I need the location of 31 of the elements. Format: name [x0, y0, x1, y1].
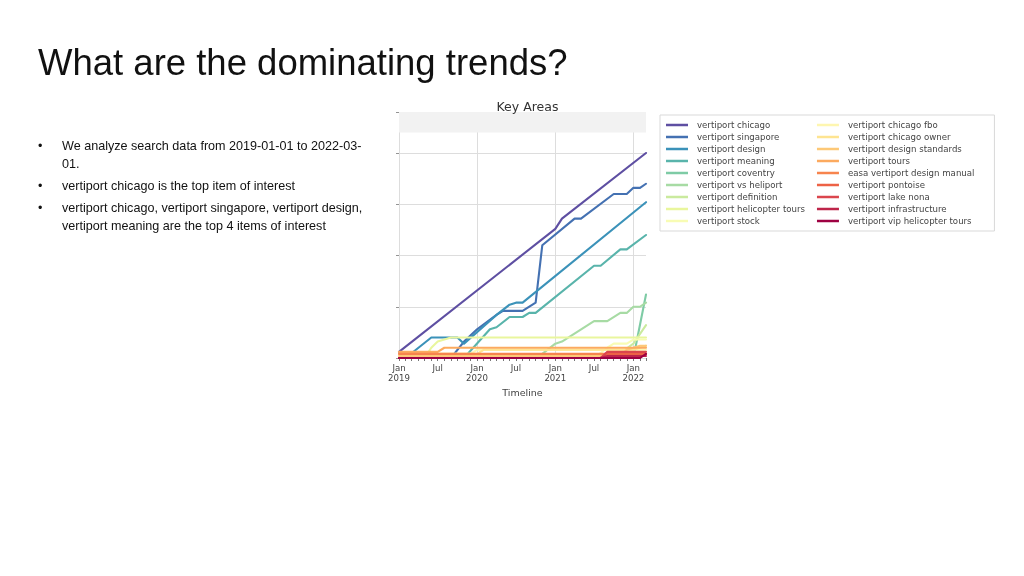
x-tick-label: Jan 2020 — [466, 363, 488, 383]
legend-label: vertiport helicopter tours — [697, 204, 806, 214]
legend-label: easa vertiport design manual — [847, 168, 975, 178]
legend-label: vertiport tours — [847, 156, 911, 166]
legend-label: vertiport chicago fbo — [847, 120, 938, 130]
chart-title: What are the dominating trends? — [38, 41, 568, 85]
legend-label: vertiport chicago — [697, 120, 771, 130]
x-tick-label: Jan 2022 — [622, 363, 645, 383]
legend-label: vertiport definition — [697, 192, 778, 202]
legend-label: vertiport chicago owner — [847, 132, 951, 142]
legend-label: vertiport design standards — [847, 144, 963, 154]
legend-label: vertiport pontoise — [847, 180, 925, 190]
legend-label: vertiport design — [697, 144, 766, 154]
text: • We analyze search data from 2019-01-01 to 2022-03-01. — [38, 139, 362, 171]
legend-label: vertiport singapore — [697, 132, 780, 142]
x-tick-label: Jan 2019 — [388, 363, 410, 383]
legend-label: vertiport lake nona — [847, 192, 930, 202]
x-tick-label: Jul — [431, 363, 443, 373]
legend-label: vertiport infrastructure — [847, 204, 947, 214]
legend-label: vertiport vs heliport — [697, 180, 784, 190]
legend-label: vertiport vip helicopter tours — [847, 216, 973, 226]
legend-label: vertiport meaning — [697, 156, 775, 166]
text: • vertiport chicago, vertiport singapore, vertiport design, vertiport meaning are the top 4 items of interest — [38, 201, 363, 233]
x-tick-label: Jul — [509, 363, 522, 373]
chart-subtitle: Key Areas — [496, 99, 559, 114]
x-tick-label: Jan 2021 — [544, 363, 567, 383]
x-axis-title: Timeline — [501, 387, 543, 399]
legend-label: vertiport coventry — [697, 168, 775, 178]
legend-label: vertiport stock — [697, 216, 760, 226]
text: • vertiport chicago is the top item of interest — [38, 179, 296, 193]
x-tick-label: Jul — [587, 363, 600, 373]
